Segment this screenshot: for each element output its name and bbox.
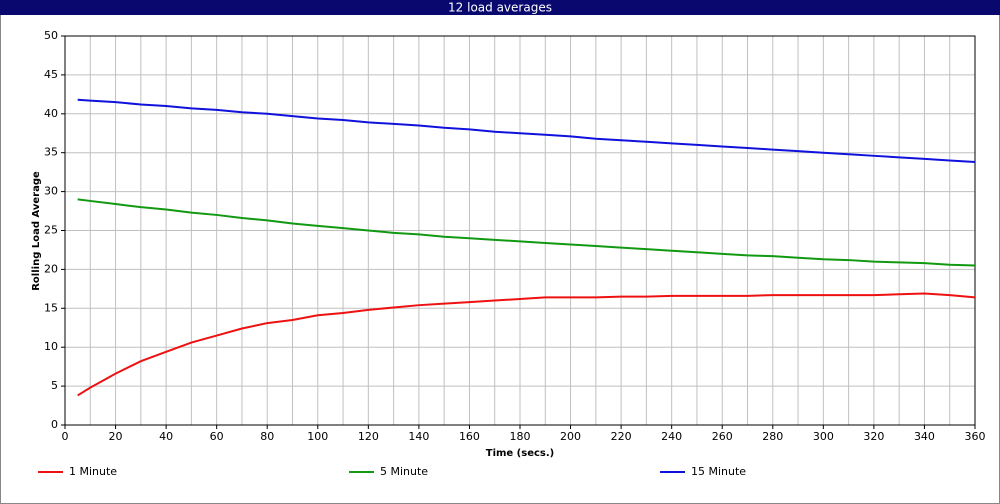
y-tick-label: 5 — [51, 379, 58, 392]
x-tick-label: 340 — [914, 430, 935, 443]
y-tick-label: 0 — [51, 418, 58, 431]
x-tick-label: 360 — [965, 430, 986, 443]
plot-border — [64, 35, 976, 426]
x-tick-label: 120 — [358, 430, 379, 443]
x-tick-label: 180 — [510, 430, 531, 443]
y-tick-label: 45 — [44, 68, 58, 81]
x-tick-label: 260 — [712, 430, 733, 443]
x-tick-label: 300 — [813, 430, 834, 443]
x-tick-label: 40 — [159, 430, 173, 443]
y-axis-title: Rolling Load Average — [31, 171, 42, 291]
x-tick-label: 200 — [560, 430, 581, 443]
x-tick-label: 240 — [661, 430, 682, 443]
x-tick-label: 280 — [762, 430, 783, 443]
line-series — [77, 292, 976, 397]
x-tick-label: 20 — [109, 430, 123, 443]
y-tick-label: 40 — [44, 107, 58, 120]
y-tick-label: 30 — [44, 185, 58, 198]
y-tick-label: 20 — [44, 262, 58, 275]
legend-label: 15 Minute — [691, 465, 746, 478]
x-tick-label: 60 — [210, 430, 224, 443]
chart-title: 12 load averages — [448, 1, 552, 15]
x-tick-label: 100 — [307, 430, 328, 443]
x-tick-label: 160 — [459, 430, 480, 443]
title-bar — [0, 0, 1000, 15]
x-tick-label: 220 — [611, 430, 632, 443]
y-tick-label: 10 — [44, 340, 58, 353]
y-tick-label: 25 — [44, 224, 58, 237]
x-tick-label: 320 — [863, 430, 884, 443]
legend-label: 1 Minute — [69, 465, 117, 478]
x-axis-title: Time (secs.) — [486, 448, 555, 459]
y-tick-label: 50 — [44, 29, 58, 42]
x-tick-label: 0 — [62, 430, 69, 443]
x-tick-label: 140 — [408, 430, 429, 443]
y-tick-label: 15 — [44, 301, 58, 314]
line-series — [77, 98, 976, 164]
legend-label: 5 Minute — [380, 465, 428, 478]
y-tick-label: 35 — [44, 146, 58, 159]
line-series — [77, 198, 976, 267]
x-tick-label: 80 — [260, 430, 274, 443]
